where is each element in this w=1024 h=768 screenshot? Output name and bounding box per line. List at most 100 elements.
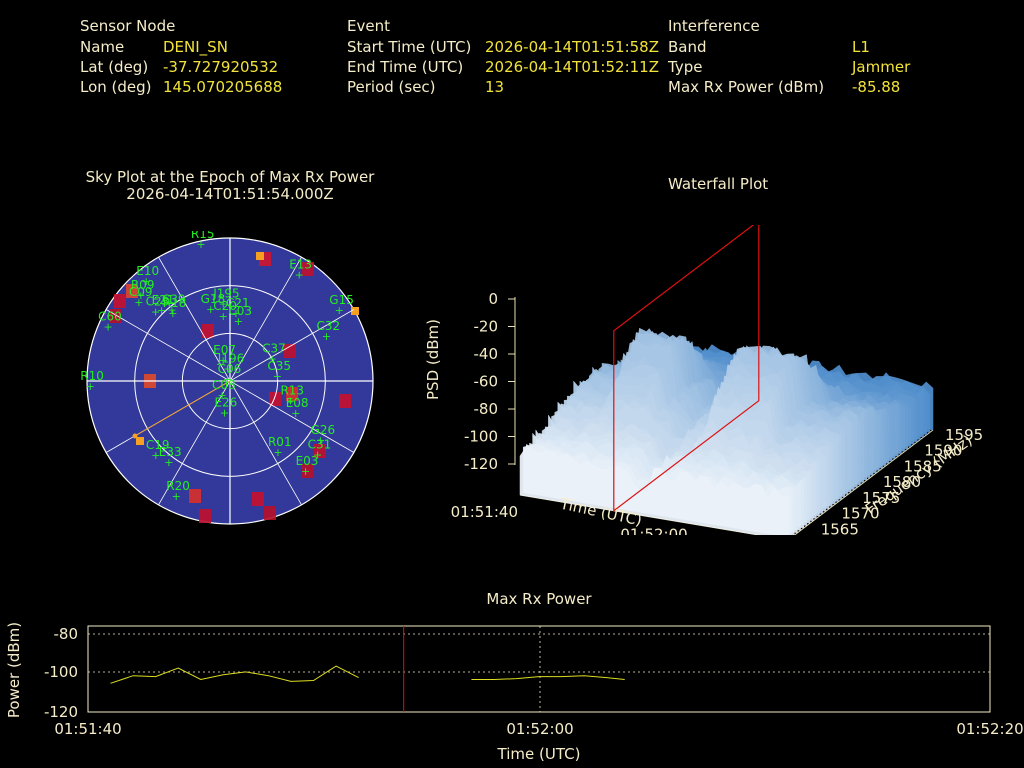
satellite-label: E26 [214,395,237,409]
psd-tick-label: -60 [474,373,499,391]
satellite-label: E21 [152,293,175,307]
interference-cell [284,344,296,358]
satellite-label: E07 [213,343,236,357]
event-heading: Event [347,17,390,35]
power-tick-label: -120 [44,703,78,721]
satellite-marker: + [301,465,310,478]
interference-cell [126,284,138,298]
satellite-marker: + [151,449,160,462]
satellite-label: C19 [146,438,170,452]
freq-tick-label: 1575 [862,489,900,507]
sensor-heading: Sensor Node [80,17,176,35]
satellite-marker: + [291,407,300,420]
waterfall-title: Waterfall Plot [668,175,769,193]
satellite-marker: + [168,307,177,320]
satellite-marker: + [103,321,112,334]
power-x-axis-label: Time (UTC) [497,745,581,763]
satellite-label: C08 [212,378,236,392]
satellite-marker: + [136,289,145,302]
satellite-label: R20 [166,479,190,493]
interference-cell [302,464,314,478]
power-frame [87,625,991,713]
interference-maxrx-label: Max Rx Power (dBm) [668,78,825,96]
interference-cell [114,294,126,308]
satellite-marker: + [219,310,228,323]
event-start-label: Start Time (UTC) [347,38,472,56]
freq-tick-label: 1595 [945,426,983,444]
freq-tick-label: 1585 [904,457,942,475]
satellite-marker: + [151,306,160,319]
satellite-marker: + [219,297,228,310]
satellite-marker: + [172,490,181,503]
satellite-label: C39 [162,292,186,306]
interference-cell [314,444,326,458]
satellite-marker: + [234,315,243,328]
interference-cell [264,506,276,520]
satellite-marker: + [219,354,228,367]
interference-band-value: L1 [852,38,870,56]
interference-cell [202,324,214,338]
power-tick-label: -100 [44,663,78,681]
psd-axis-label: PSD (dBm) [424,319,442,400]
event-end-value: 2026-04-14T01:52:11Z [485,58,659,76]
satellite-marker: + [164,456,173,469]
satellite-label: E03 [296,454,319,468]
psd-tick-label: -40 [474,345,499,363]
interference-band-label: Band [668,38,707,56]
satellite-label: E13 [289,257,312,271]
power-series [471,675,625,680]
satellite-marker: + [206,303,215,316]
azimuth-spoke [229,380,355,453]
satellite-label: E08 [286,396,309,410]
power-title: Max Rx Power [486,590,592,608]
psd-tick-label: 0 [488,290,498,308]
azimuth-spoke [158,256,231,382]
satellite-marker: + [273,370,282,383]
time-tick-label: 01:51:40 [451,503,518,521]
satellite-label: C03 [228,304,252,318]
azimuth-spoke [229,256,302,382]
freq-tick-label: 1565 [821,520,859,535]
satellite-label: G18 [201,292,226,306]
freq-tick-label: 1590 [924,442,962,460]
event-period-value: 13 [485,78,505,96]
jammer-direction [134,380,231,437]
satellite-marker: + [134,296,143,309]
event-plane [613,225,760,512]
power-x-tick-label: 01:52:00 [506,720,573,738]
satellite-label: C60 [98,310,122,324]
psd-tick-label: -80 [474,400,499,418]
psd-slice [519,445,789,535]
satellite-label: C35 [267,359,291,373]
satellite-marker: + [223,373,232,386]
azimuth-spoke [229,380,302,506]
interference-cell [302,262,314,276]
event-period-label: Period (sec) [347,78,436,96]
skyplot-subtitle: 2026-04-14T01:51:54.000Z [126,185,334,203]
satellite-marker: + [220,406,229,419]
power-series [110,665,359,684]
satellite-marker: + [313,449,322,462]
time-tick-label: 01:52:00 [620,526,687,536]
sensor-lon-label: Lon (deg) [80,78,152,96]
satellite-marker: + [316,434,325,447]
satellite-marker: + [286,395,295,408]
satellite-marker: + [335,304,344,317]
jammer-marker [132,433,138,439]
power-x-tick-label: 01:51:40 [54,720,121,738]
interference-cell [339,394,351,408]
psd-tick-label: -20 [474,318,499,336]
interference-cell [256,252,264,260]
interference-type-value: Jammer [852,58,911,76]
satellite-label: R15 [191,231,215,241]
interference-cell [136,437,144,445]
satellite-label: R10 [80,369,104,383]
satellite-marker: + [273,446,282,459]
satellite-label: C37 [262,342,286,356]
skyplot-title: Sky Plot at the Epoch of Max Rx Power [85,168,375,186]
interference-type-label: Type [668,58,703,76]
satellite-marker: + [86,380,95,393]
power-tick-label: -80 [54,625,79,643]
freq-tick-label: 1570 [841,505,879,523]
